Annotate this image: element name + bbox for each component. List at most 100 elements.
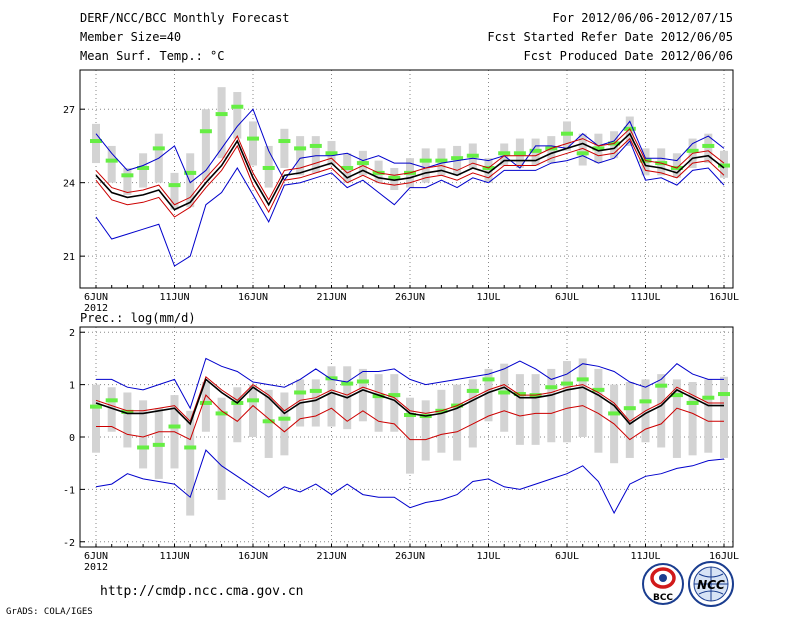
temp-median-marker	[278, 139, 291, 144]
prec-ensemble-box	[390, 374, 399, 432]
header-produced-date: Fcst Produced Date 2012/06/06	[523, 49, 733, 63]
temp-ensemble-box	[92, 123, 100, 164]
temp-median-marker	[262, 165, 275, 170]
temp-ensemble-box	[563, 121, 571, 151]
temp-x-tick-label: 11JUL	[630, 292, 660, 303]
prec-median-marker	[545, 385, 558, 390]
prec-x-tick-label: 1JUL	[476, 551, 500, 562]
temp-median-marker	[576, 151, 589, 156]
temp-y-tick-label: 21	[63, 252, 75, 263]
temp-y-tick-label: 27	[63, 105, 75, 116]
temp-y-tick-label: 24	[63, 179, 75, 190]
temp-ensemble-box	[704, 133, 713, 164]
temp-median-marker	[702, 143, 715, 148]
prec-ensemble-box	[688, 382, 697, 456]
temp-outer-max-line	[95, 108, 725, 184]
prec-x-tick-label: 21JUN	[316, 551, 346, 562]
prec-y-tick-label: -1	[63, 485, 75, 496]
prec-ensemble-box	[264, 389, 273, 458]
prec-median-marker	[199, 400, 212, 405]
prec-ensemble-box	[704, 379, 713, 453]
header-period: For 2012/06/06-2012/07/15	[552, 11, 733, 25]
temp-median-marker	[388, 175, 401, 180]
temp-median-marker	[451, 156, 464, 161]
temp-x-tick-label: 16JUL	[709, 292, 739, 303]
prec-median-marker	[592, 387, 605, 392]
prec-median-marker	[482, 377, 495, 382]
prec-ensemble-box	[578, 358, 587, 437]
temp-median-marker	[592, 146, 605, 151]
prec-ensemble-box	[358, 368, 367, 422]
prec-median-marker	[655, 383, 668, 388]
prec-x-tick-label: 16JUL	[709, 551, 739, 562]
ncc-logo: NCC	[688, 561, 734, 607]
temp-x-tick-label: 6JUL	[555, 292, 579, 303]
temp-ensemble-box	[311, 136, 320, 173]
prec-median-marker	[90, 404, 102, 409]
temp-inner-min-line	[95, 137, 725, 218]
prec-ensemble-box	[515, 374, 524, 445]
header-title: DERF/NCC/BCC Monthly Forecast	[80, 11, 290, 25]
temp-median-marker	[247, 136, 259, 141]
prec-ensemble-box	[500, 363, 509, 432]
temp-ensemble-box	[186, 153, 195, 208]
temp-x-tick-label: 1JUL	[476, 292, 500, 303]
temp-ensemble-box	[201, 109, 210, 181]
prec-median-marker	[513, 392, 526, 397]
source-url[interactable]: http://cmdp.ncc.cma.gov.cn	[100, 584, 304, 599]
temp-median-marker	[498, 151, 511, 156]
prec-ensemble-box	[233, 387, 242, 443]
precipitation-ensemble-boxes	[90, 358, 730, 516]
prec-ensemble-box	[531, 374, 540, 445]
temp-median-marker	[309, 143, 322, 148]
temperature-plot-frame	[79, 69, 734, 289]
prec-median-marker	[294, 390, 307, 395]
prec-median-marker	[718, 392, 730, 397]
prec-outer-min-line	[95, 449, 725, 515]
prec-median-marker	[356, 379, 369, 384]
prec-median-marker	[341, 381, 354, 386]
prec-x-tick-label: 6JUN	[84, 551, 108, 562]
prec-median-marker	[137, 445, 150, 450]
temp-ensemble-box	[217, 87, 226, 159]
temp-median-marker	[561, 131, 573, 136]
prec-ensemble-box	[547, 368, 556, 443]
prec-median-marker	[576, 377, 589, 382]
prec-median-marker	[168, 424, 181, 429]
prec-x-tick-label: 6JUL	[555, 551, 579, 562]
prec-ensemble-box	[657, 374, 666, 448]
temp-median-marker	[435, 158, 448, 163]
temp-median-marker	[325, 151, 338, 156]
prec-ensemble-box	[123, 392, 132, 448]
temp-ensemble-box	[107, 145, 116, 183]
prec-median-marker	[498, 390, 511, 395]
temp-median-marker	[199, 129, 212, 134]
prec-inner-min-line	[96, 394, 724, 441]
prec-ensemble-box	[484, 368, 493, 422]
header-variable: Mean Surf. Temp.: °C	[80, 49, 225, 63]
temp-x-tick-label: 26JUN	[395, 292, 425, 303]
prec-x-tick-label: 11JUN	[159, 551, 189, 562]
temp-inner-max-line	[95, 127, 725, 206]
prec-ensemble-box	[720, 376, 728, 458]
prec-y-tick-label: 1	[69, 381, 75, 392]
temp-x-year-label: 2012	[84, 303, 108, 314]
prec-ensemble-box	[186, 410, 195, 516]
prec-median-marker	[184, 445, 197, 450]
prec-mean-line	[95, 378, 724, 426]
temp-median-marker	[215, 112, 228, 117]
prec-median-marker	[152, 442, 165, 447]
temperature-axis-ticks: 6JUN 11JUN 16JUN 21JUN 26JUN 1JUL 6JUL 11JUL 16J…	[63, 105, 739, 314]
temp-median-marker	[466, 153, 479, 158]
prec-outer-max-line	[96, 357, 724, 410]
prec-median-marker	[466, 388, 479, 393]
prec-ensemble-box	[563, 361, 571, 443]
prec-median-marker	[608, 411, 621, 416]
prec-y-tick-label: 0	[69, 433, 75, 444]
temp-ensemble-box	[139, 153, 148, 188]
prec-ensemble-box	[249, 384, 257, 437]
temp-mean-line	[95, 132, 725, 211]
temperature-ensemble-boxes	[90, 87, 730, 210]
prec-x-year-label: 2012	[84, 562, 108, 573]
